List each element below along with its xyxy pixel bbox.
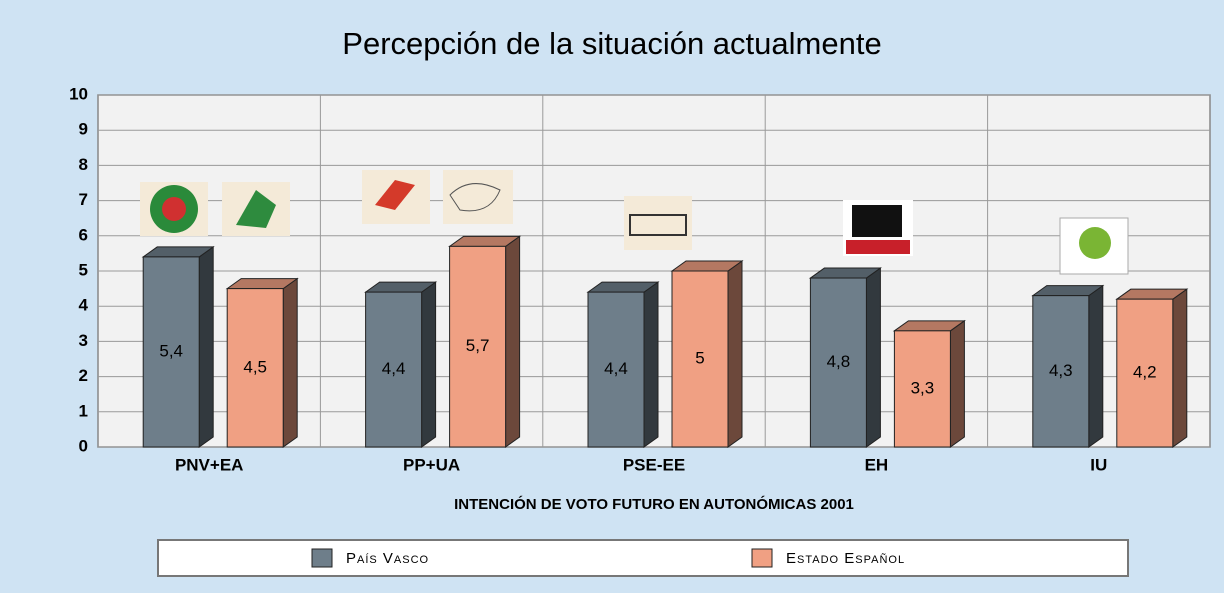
bar — [142, 256, 200, 448]
bar — [587, 291, 645, 448]
y-tick-label: 1 — [79, 401, 88, 420]
logo — [1079, 227, 1111, 259]
data-label: 5 — [695, 348, 704, 367]
y-tick-label: 2 — [79, 366, 88, 385]
x-tick-label: EH — [865, 455, 889, 474]
bar — [671, 270, 729, 448]
y-tick-label: 9 — [79, 120, 88, 139]
legend-swatch — [751, 548, 773, 568]
logo — [162, 197, 186, 221]
bar-side — [1088, 284, 1104, 448]
data-label: 3,3 — [911, 378, 935, 397]
y-tick-label: 10 — [69, 84, 88, 103]
data-label: 4,2 — [1133, 363, 1157, 382]
bar — [1032, 295, 1090, 448]
data-label: 4,3 — [1049, 361, 1073, 380]
logo — [624, 196, 692, 250]
y-tick-label: 7 — [79, 190, 88, 209]
data-label: 4,4 — [604, 359, 628, 378]
bar-side — [505, 235, 521, 448]
bar — [1116, 298, 1174, 448]
bar — [365, 291, 423, 448]
legend-swatch — [311, 548, 333, 568]
x-axis-label: INTENCIÓN DE VOTO FUTURO EN AUTONÓMICAS … — [454, 495, 854, 513]
x-tick-label: PP+UA — [403, 455, 460, 474]
x-tick-label: PNV+EA — [175, 455, 244, 474]
bar — [449, 245, 507, 448]
logo — [846, 240, 910, 254]
bar — [809, 277, 867, 448]
bar-side — [643, 281, 659, 448]
y-tick-label: 5 — [79, 260, 88, 279]
y-tick-label: 8 — [79, 155, 88, 174]
logo — [449, 183, 501, 212]
bar-side — [949, 319, 965, 448]
logo — [443, 170, 513, 224]
y-tick-label: 3 — [79, 331, 88, 350]
data-label: 5,7 — [466, 336, 490, 355]
data-label: 4,5 — [243, 357, 267, 376]
y-tick-label: 0 — [79, 436, 88, 455]
data-label: 5,4 — [159, 341, 183, 360]
bar-side — [421, 281, 437, 448]
y-tick-label: 6 — [79, 225, 88, 244]
data-label: 4,4 — [382, 359, 406, 378]
chart-title: Percepción de la situación actualmente — [342, 26, 881, 61]
logo — [236, 190, 276, 228]
bar — [893, 330, 951, 448]
bar-side — [865, 267, 881, 448]
bar — [226, 288, 284, 448]
bar-side — [1172, 288, 1188, 448]
x-tick-label: IU — [1090, 455, 1107, 474]
logo — [629, 214, 687, 236]
data-label: 4,8 — [827, 352, 851, 371]
legend-label: País Vasco — [346, 550, 429, 567]
y-tick-label: 4 — [79, 296, 89, 315]
logo — [375, 180, 415, 210]
bar-side — [282, 277, 298, 448]
x-tick-label: PSE-EE — [623, 455, 685, 474]
logos — [140, 170, 1129, 275]
bar-side — [727, 260, 743, 448]
legend — [157, 539, 1129, 577]
legend-label: Estado Español — [786, 550, 905, 567]
logo — [852, 205, 902, 237]
bar-side — [198, 245, 214, 448]
